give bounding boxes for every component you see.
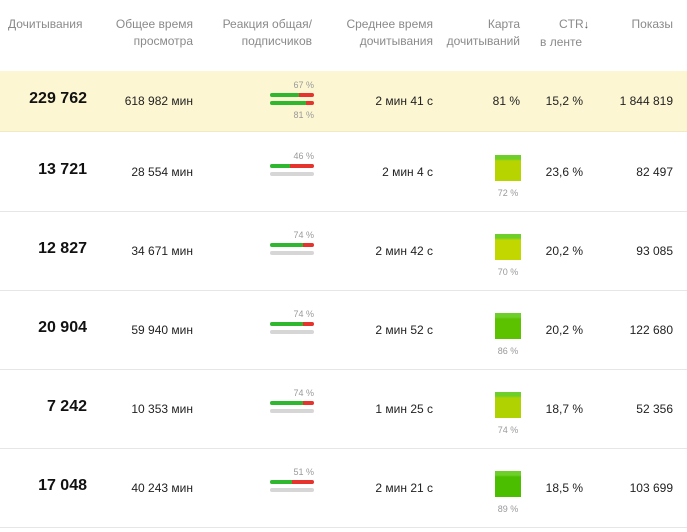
header-total-time-line2: просмотра [133, 34, 193, 48]
row-reaction-pct: 74 % [293, 309, 314, 319]
row-avg-time: 2 мин 42 с [375, 244, 433, 258]
row-total-time: 28 554 мин [131, 165, 193, 179]
header-reaction-line1: Реакция общая/ [222, 17, 312, 31]
row-total-time: 10 353 мин [131, 402, 193, 416]
row-views: 122 680 [629, 323, 673, 337]
row-reaction-total-bar [270, 322, 314, 326]
row-avg-time: 1 мин 25 с [375, 402, 433, 416]
header-avg-time-line1: Среднее время [346, 17, 433, 31]
header-views[interactable]: Показы [632, 16, 673, 33]
header-ctr-line2: в ленте [540, 35, 583, 49]
row-ctr: 23,6 % [545, 165, 583, 179]
row-total-time: 34 671 мин [131, 244, 193, 258]
row-views: 52 356 [636, 402, 673, 416]
row-reaction-subs-bar [270, 172, 314, 176]
row-reaction-pct: 74 % [293, 230, 314, 240]
row-reaction: 74 % [270, 230, 314, 260]
table-row[interactable]: 20 904 59 940 мин 74 % 2 мин 52 с 86 % 2… [0, 291, 687, 370]
row-heatmap-pct: 74 % [497, 425, 519, 435]
header-reaction[interactable]: Реакция общая/ подписчиков [223, 16, 312, 50]
summary-views: 1 844 819 [619, 94, 673, 108]
table-row[interactable]: 13 721 28 554 мин 46 % 2 мин 4 с 72 % 23… [0, 133, 687, 212]
summary-total-time: 618 982 мин [124, 94, 193, 108]
row-reaction-total-bar [270, 243, 314, 247]
summary-reaction-total-bar [270, 93, 314, 97]
row-reaction: 51 % [270, 467, 314, 497]
summary-avg-time: 2 мин 41 с [375, 94, 433, 108]
header-ctr-line1: CTR [559, 17, 584, 31]
table-row[interactable]: 17 048 40 243 мин 51 % 2 мин 21 с 89 % 1… [0, 449, 687, 528]
row-heatmap-pct: 89 % [497, 504, 519, 514]
summary-reaction: 67 % 81 % [270, 80, 314, 124]
header-ctr[interactable]: CTR↓ в ленте [540, 16, 589, 51]
row-views: 93 085 [636, 244, 673, 258]
row-views: 82 497 [636, 165, 673, 179]
summary-row: 229 762 618 982 мин 67 % 81 % 2 мин 41 с… [0, 71, 687, 132]
table-header: Дочитывания Общее время просмотра Реакци… [0, 0, 687, 70]
header-avg-time[interactable]: Среднее время дочитывания [346, 16, 433, 50]
row-views: 103 699 [629, 481, 673, 495]
row-ctr: 20,2 % [545, 323, 583, 337]
summary-reaction-subs-pct: 81 % [293, 110, 314, 120]
row-reaction-subs-bar [270, 330, 314, 334]
row-avg-time: 2 мин 52 с [375, 323, 433, 337]
summary-ctr: 15,2 % [545, 94, 583, 108]
row-heatmap-pct: 86 % [497, 346, 519, 356]
arrow-down-icon: ↓ [583, 19, 590, 31]
row-completions: 12 827 [38, 240, 87, 257]
row-reaction-pct: 51 % [293, 467, 314, 477]
header-completions[interactable]: Дочитывания [8, 16, 83, 33]
summary-reaction-subs-bar [270, 101, 314, 105]
header-total-time-line1: Общее время [115, 17, 193, 31]
row-total-time: 40 243 мин [131, 481, 193, 495]
row-ctr: 18,5 % [545, 481, 583, 495]
header-heatmap-line1: Карта [487, 17, 520, 31]
row-reaction-subs-bar [270, 409, 314, 413]
row-heatmap-square[interactable] [495, 392, 521, 418]
row-reaction: 74 % [270, 309, 314, 339]
summary-reaction-total-pct: 67 % [293, 80, 314, 90]
row-reaction-total-bar [270, 401, 314, 405]
row-reaction-total-bar [270, 480, 314, 484]
row-avg-time: 2 мин 21 с [375, 481, 433, 495]
row-avg-time: 2 мин 4 с [382, 165, 433, 179]
header-heatmap[interactable]: Карта дочитываний [447, 16, 520, 50]
row-heatmap-square[interactable] [495, 471, 521, 497]
row-completions: 17 048 [38, 477, 87, 494]
summary-completions: 229 762 [29, 90, 87, 107]
row-reaction-pct: 74 % [293, 388, 314, 398]
row-reaction-pct: 46 % [293, 151, 314, 161]
row-reaction-subs-bar [270, 251, 314, 255]
header-total-time[interactable]: Общее время просмотра [116, 16, 193, 50]
row-completions: 20 904 [38, 319, 87, 336]
header-reaction-line2: подписчиков [241, 34, 312, 48]
header-views-label: Показы [631, 17, 673, 31]
row-completions: 13 721 [38, 161, 87, 178]
summary-heatmap-pct: 81 % [492, 94, 520, 108]
row-total-time: 59 940 мин [131, 323, 193, 337]
header-heatmap-line2: дочитываний [446, 34, 520, 48]
row-ctr: 20,2 % [545, 244, 583, 258]
row-heatmap-pct: 70 % [497, 267, 519, 277]
row-heatmap-square[interactable] [495, 234, 521, 260]
row-heatmap-pct: 72 % [497, 188, 519, 198]
table-row[interactable]: 12 827 34 671 мин 74 % 2 мин 42 с 70 % 2… [0, 212, 687, 291]
row-reaction-subs-bar [270, 488, 314, 492]
header-avg-time-line2: дочитывания [359, 34, 433, 48]
row-heatmap-square[interactable] [495, 155, 521, 181]
row-completions: 7 242 [46, 398, 87, 415]
row-ctr: 18,7 % [545, 402, 583, 416]
header-completions-label: Дочитывания [8, 17, 83, 31]
table-row[interactable]: 7 242 10 353 мин 74 % 1 мин 25 с 74 % 18… [0, 370, 687, 449]
row-reaction: 46 % [270, 151, 314, 181]
row-heatmap-square[interactable] [495, 313, 521, 339]
row-reaction: 74 % [270, 388, 314, 418]
row-reaction-total-bar [270, 164, 314, 168]
